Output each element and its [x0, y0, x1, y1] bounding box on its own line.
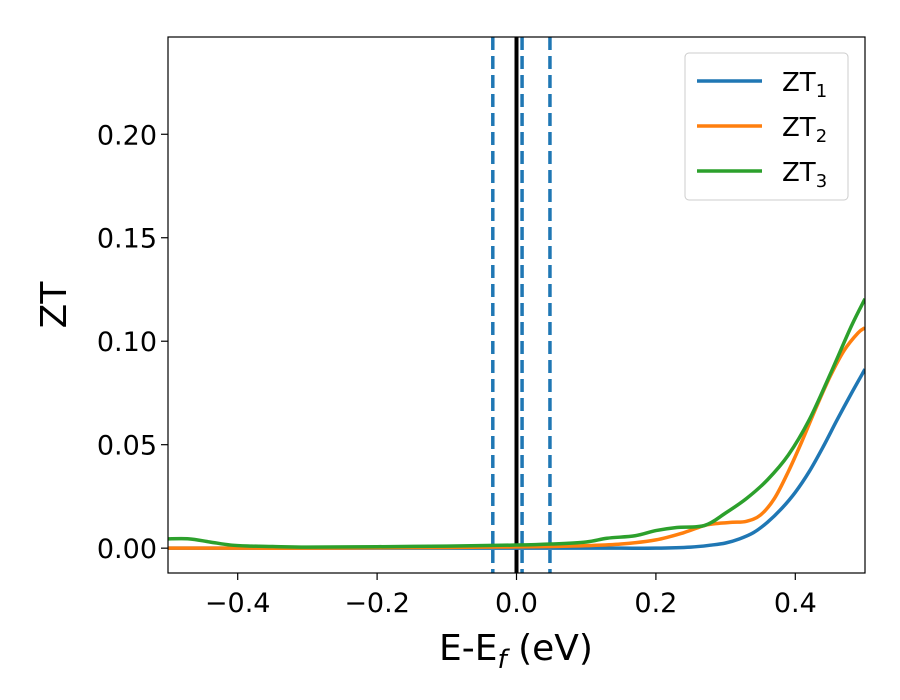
legend: ZT1 ZT2 ZT3 [684, 52, 849, 201]
y-tick-label: 0.15 [97, 224, 157, 255]
x-tick-label: 0.4 [774, 588, 817, 619]
x-tick-label: −0.2 [344, 588, 410, 619]
x-tick-label: 0.0 [495, 588, 538, 619]
vertical-lines [491, 37, 552, 573]
x-axis-label: E-Ef (eV) [439, 628, 593, 675]
x-tick-label: 0.2 [634, 588, 677, 619]
series-lines [168, 298, 865, 550]
y-tick-label: 0.00 [97, 534, 157, 565]
legend-label-zt2: ZT2 [782, 113, 827, 147]
y-tick-label: 0.10 [97, 327, 157, 358]
y-tick-label: 0.20 [97, 120, 157, 151]
x-tick-label: −0.4 [205, 588, 271, 619]
legend-box [684, 52, 849, 201]
y-axis-label: ZT [34, 281, 75, 329]
y-axis-ticks: 0.00 0.05 0.10 0.15 0.20 [97, 120, 168, 565]
legend-label-zt1: ZT1 [782, 68, 827, 102]
legend-label-zt3: ZT3 [782, 158, 827, 192]
series-line-zt3 [168, 298, 865, 549]
y-tick-label: 0.05 [97, 431, 157, 462]
x-axis-ticks: −0.4 −0.2 0.0 0.2 0.4 [205, 573, 817, 619]
